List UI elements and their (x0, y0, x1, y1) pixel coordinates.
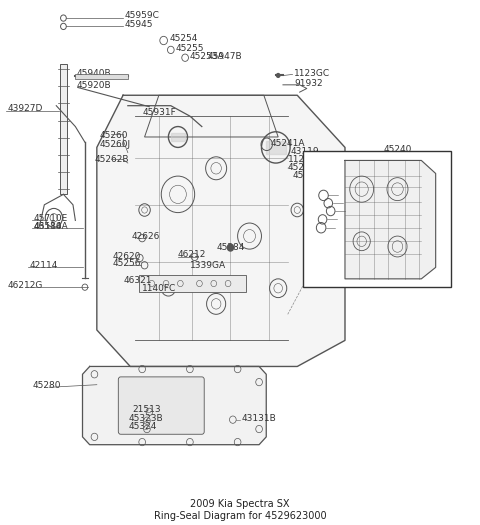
FancyBboxPatch shape (139, 275, 246, 292)
Text: 45284: 45284 (216, 243, 244, 252)
Text: 1123LV: 1123LV (288, 155, 321, 164)
Text: 46212: 46212 (178, 250, 206, 259)
Circle shape (276, 73, 281, 78)
Text: 1601DA: 1601DA (308, 257, 344, 266)
Text: 45710E: 45710E (34, 214, 68, 223)
Polygon shape (171, 133, 185, 141)
Text: 45920B: 45920B (77, 81, 111, 90)
Text: 45959C: 45959C (124, 12, 159, 20)
Text: 91932: 91932 (294, 79, 323, 88)
Text: 46212G: 46212G (8, 281, 43, 290)
Text: 45713E: 45713E (344, 197, 375, 206)
Text: 43253B: 43253B (338, 213, 370, 222)
Polygon shape (97, 95, 345, 366)
Text: 45254: 45254 (169, 35, 198, 44)
FancyBboxPatch shape (75, 74, 128, 79)
FancyBboxPatch shape (303, 151, 451, 287)
Text: 43927D: 43927D (8, 104, 43, 113)
Text: 43119: 43119 (290, 147, 319, 156)
Text: 45256: 45256 (112, 259, 141, 268)
Text: 1601DF: 1601DF (393, 257, 428, 266)
Polygon shape (345, 161, 436, 279)
Text: 43131B: 43131B (242, 414, 276, 423)
FancyBboxPatch shape (60, 64, 67, 194)
Text: 45247C: 45247C (288, 163, 323, 172)
Text: 42114: 42114 (29, 261, 58, 270)
FancyBboxPatch shape (118, 377, 204, 434)
Text: 46580A: 46580A (34, 222, 69, 231)
Text: 45940B: 45940B (77, 69, 111, 78)
Text: 45255: 45255 (176, 44, 204, 53)
Text: 45260J: 45260J (99, 140, 131, 149)
Text: 45320D: 45320D (292, 171, 328, 180)
Text: 1339GA: 1339GA (190, 261, 226, 270)
Text: 45262B: 45262B (95, 155, 129, 164)
Text: 45947B: 45947B (207, 52, 242, 61)
Text: 45713E: 45713E (346, 205, 378, 214)
Text: 45240: 45240 (383, 145, 411, 154)
Text: 2009 Kia Spectra SX
Ring-Seal Diagram for 4529623000: 2009 Kia Spectra SX Ring-Seal Diagram fo… (154, 499, 326, 521)
Text: 1140FC: 1140FC (142, 284, 177, 293)
Text: 45931F: 45931F (142, 109, 176, 118)
Text: 45253A: 45253A (190, 52, 225, 61)
Text: 43114: 43114 (34, 222, 62, 231)
Text: 45323B: 45323B (129, 414, 163, 423)
Text: 45280: 45280 (33, 381, 61, 390)
Text: 45516: 45516 (336, 222, 363, 230)
Text: 42626: 42626 (131, 232, 159, 241)
Text: 45241A: 45241A (271, 139, 305, 148)
Circle shape (227, 244, 234, 251)
Text: 46321: 46321 (123, 276, 152, 285)
Polygon shape (266, 141, 286, 154)
Polygon shape (83, 366, 266, 445)
Text: 21513: 21513 (132, 405, 161, 414)
Text: 45945: 45945 (124, 20, 153, 29)
Text: 1140FH: 1140FH (383, 153, 418, 162)
Text: 45516: 45516 (339, 190, 365, 198)
Text: 1123GC: 1123GC (294, 69, 331, 78)
Text: 45324: 45324 (129, 422, 157, 431)
Text: 45260: 45260 (99, 131, 128, 141)
Text: 42620: 42620 (112, 252, 141, 261)
